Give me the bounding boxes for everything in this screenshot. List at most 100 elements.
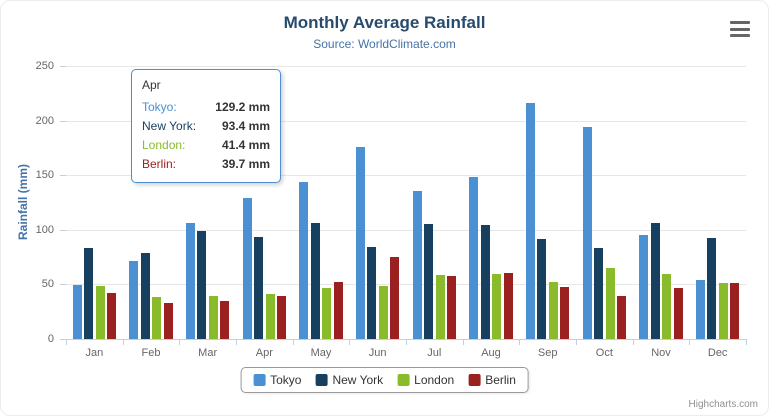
gridline: [66, 229, 746, 231]
bar-new-york-feb[interactable]: [140, 252, 150, 339]
x-axis-label: Jul: [427, 347, 442, 359]
bar-berlin-may[interactable]: [333, 281, 343, 339]
gridline: [66, 66, 746, 67]
y-axis-label: 100: [35, 223, 54, 236]
bar-london-sep[interactable]: [548, 281, 558, 339]
x-axis-tick: [66, 339, 67, 345]
tooltip-series-name: Tokyo:: [142, 100, 177, 114]
bar-new-york-jan[interactable]: [84, 247, 94, 339]
legend-swatch-icon: [397, 374, 410, 386]
bar-tokyo-dec[interactable]: [695, 279, 705, 339]
bar-new-york-oct[interactable]: [594, 247, 604, 339]
legend-label: Tokyo: [270, 373, 302, 387]
bar-tokyo-may[interactable]: [299, 181, 309, 339]
chart-title: Monthly Average Rainfall: [283, 13, 486, 32]
bar-london-apr[interactable]: [265, 293, 275, 339]
tooltip-row: New York: 93.4 mm: [142, 117, 270, 136]
bar-london-oct[interactable]: [605, 267, 615, 339]
bar-london-nov[interactable]: [662, 274, 672, 339]
bar-tokyo-sep[interactable]: [525, 102, 535, 339]
bar-tokyo-feb[interactable]: [129, 260, 139, 339]
bar-new-york-nov[interactable]: [650, 222, 660, 339]
bar-new-york-jun[interactable]: [367, 246, 377, 339]
tooltip-series-name: New York:: [142, 119, 197, 133]
bar-tokyo-oct[interactable]: [582, 127, 592, 339]
bar-tokyo-jul[interactable]: [412, 190, 422, 339]
x-axis-tick: [463, 339, 464, 345]
x-axis-tick: [179, 339, 180, 345]
legend-item-tokyo[interactable]: Tokyo: [253, 373, 301, 387]
bar-new-york-sep[interactable]: [537, 239, 547, 339]
y-axis-tick: [60, 66, 66, 67]
x-axis-tick: [236, 339, 237, 345]
x-axis-label: Dec: [707, 347, 728, 359]
bar-tokyo-jan[interactable]: [72, 284, 82, 339]
bar-tokyo-apr[interactable]: [242, 197, 252, 339]
legend-item-new-york[interactable]: New York: [315, 373, 383, 387]
tooltip: Apr Tokyo: 129.2 mm New York: 93.4 mm London…: [131, 69, 281, 183]
x-axis-tick: [633, 339, 634, 345]
bar-new-york-dec[interactable]: [707, 238, 717, 339]
x-axis-label: Feb: [141, 347, 161, 359]
export-menu-button[interactable]: [730, 21, 750, 37]
bar-london-dec[interactable]: [718, 283, 728, 339]
y-axis-label: 150: [35, 169, 54, 182]
legend-item-berlin[interactable]: Berlin: [468, 373, 516, 387]
x-axis-label: Jan: [85, 347, 104, 359]
credits-link[interactable]: Highcharts.com: [688, 399, 758, 410]
y-axis-label: 200: [35, 114, 54, 127]
tooltip-series-name: Berlin:: [142, 157, 177, 171]
tooltip-series-value: 129.2 mm: [215, 100, 270, 114]
bar-new-york-apr[interactable]: [254, 237, 264, 339]
bar-berlin-dec[interactable]: [730, 283, 740, 339]
chart-subtitle: Source: WorldClimate.com: [313, 37, 456, 51]
tooltip-header: Apr: [142, 78, 161, 92]
y-axis-tick: [60, 229, 66, 231]
bar-new-york-may[interactable]: [310, 223, 320, 339]
legend-label: London: [414, 373, 455, 387]
tooltip-series-value: 39.7 mm: [221, 157, 270, 171]
y-axis-label: 50: [41, 278, 54, 291]
bar-berlin-oct[interactable]: [617, 296, 627, 339]
bar-berlin-feb[interactable]: [163, 302, 173, 339]
bar-tokyo-mar[interactable]: [185, 222, 195, 339]
bar-berlin-jul[interactable]: [447, 276, 457, 339]
tooltip-row: Tokyo: 129.2 mm: [142, 98, 270, 117]
legend-label: New York: [332, 373, 384, 387]
bar-berlin-nov[interactable]: [673, 287, 683, 339]
legend-item-london[interactable]: London: [397, 373, 454, 387]
bar-london-may[interactable]: [322, 287, 332, 339]
bar-london-jul[interactable]: [435, 274, 445, 339]
y-axis-tick: [60, 175, 66, 177]
bar-london-jun[interactable]: [378, 286, 388, 339]
legend-swatch-icon: [315, 374, 328, 386]
y-axis-tick: [60, 339, 66, 340]
bar-berlin-jun[interactable]: [390, 256, 400, 339]
legend-label: Berlin: [485, 373, 516, 387]
bar-new-york-mar[interactable]: [197, 231, 207, 339]
bar-berlin-mar[interactable]: [220, 301, 230, 339]
hamburger-icon-line: [730, 34, 750, 37]
bar-berlin-jan[interactable]: [107, 292, 117, 339]
tooltip-row: Berlin: 39.7 mm: [142, 155, 270, 174]
x-axis-label: Mar: [198, 347, 218, 359]
x-axis-label: Sep: [537, 347, 558, 359]
x-axis-label: Nov: [651, 347, 671, 359]
bar-london-aug[interactable]: [492, 273, 502, 339]
tooltip-series-name: London:: [142, 138, 186, 152]
bar-tokyo-aug[interactable]: [469, 176, 479, 339]
legend-swatch-icon: [253, 374, 266, 386]
x-axis-label: May: [310, 347, 332, 359]
bar-berlin-sep[interactable]: [560, 287, 570, 339]
bar-tokyo-jun[interactable]: [355, 146, 365, 339]
bar-new-york-jul[interactable]: [424, 224, 434, 339]
bar-tokyo-nov[interactable]: [639, 234, 649, 339]
x-axis-tick: [576, 339, 577, 345]
bar-london-feb[interactable]: [152, 296, 162, 339]
bar-berlin-aug[interactable]: [503, 273, 513, 339]
bar-london-mar[interactable]: [208, 296, 218, 339]
bar-berlin-apr[interactable]: [277, 295, 287, 339]
x-axis-tick: [519, 339, 520, 345]
bar-new-york-aug[interactable]: [480, 225, 490, 339]
bar-london-jan[interactable]: [95, 285, 105, 339]
